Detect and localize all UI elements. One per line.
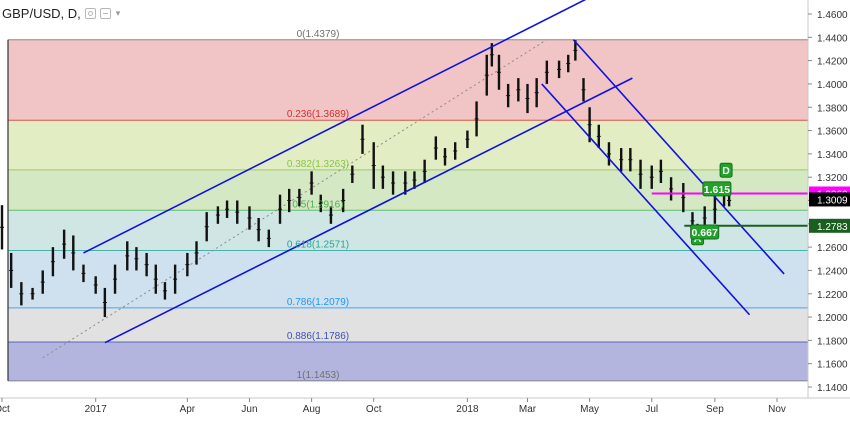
chart-header: GBP/USD, D, ▾ bbox=[2, 4, 120, 22]
fib-zone-0.886 bbox=[8, 342, 808, 381]
symbol-label[interactable]: GBP/USD, D, bbox=[2, 5, 81, 21]
x-tick-Nov: Nov bbox=[768, 404, 786, 415]
pattern-label-D: D bbox=[719, 162, 733, 178]
channel-downtrend-top bbox=[572, 39, 785, 275]
pattern-label-text: 1.615 bbox=[704, 184, 730, 196]
pattern-label-0.667: 0.667 bbox=[690, 224, 720, 240]
y-tick-1.3800: 1.3800 bbox=[817, 103, 848, 114]
y-tick-1.2200: 1.2200 bbox=[817, 290, 848, 301]
price-label-bg bbox=[809, 218, 850, 233]
price-label-text: 1.2783 bbox=[817, 222, 848, 233]
price-label-bg bbox=[809, 192, 850, 207]
median-dashed-line bbox=[42, 39, 548, 359]
y-tick-1.4400: 1.4400 bbox=[817, 33, 848, 44]
pattern-label-text: D bbox=[722, 165, 730, 177]
fib-label-0.886: 0.886(1.1786) bbox=[287, 331, 349, 342]
eye-icon[interactable] bbox=[84, 7, 96, 19]
fib-label-0.618: 0.618(1.2571) bbox=[287, 240, 349, 251]
fib-zone-0.5 bbox=[8, 210, 808, 251]
pattern-label-bg bbox=[690, 224, 720, 240]
fib-zone-0.786 bbox=[8, 307, 808, 343]
y-tick-1.1400: 1.1400 bbox=[817, 383, 848, 394]
pattern-label-bg bbox=[702, 181, 732, 197]
pattern-label-1.615: 1.615 bbox=[702, 181, 732, 197]
fib-zone-0.618 bbox=[8, 250, 808, 308]
fib-label-0.382: 0.382(1.3263) bbox=[287, 159, 349, 170]
price-label-1.2783: 1.2783 bbox=[809, 218, 850, 233]
fib-label-0.5: 0.5(1.2916) bbox=[292, 199, 343, 210]
y-tick-1.1800: 1.1800 bbox=[817, 336, 848, 347]
channel-uptrend-top bbox=[83, 0, 587, 254]
fib-zone-0 bbox=[8, 39, 808, 121]
fib-zone-0.236 bbox=[8, 120, 808, 170]
y-tick-1.4200: 1.4200 bbox=[817, 57, 848, 68]
x-tick-Oct: Oct bbox=[0, 404, 10, 415]
y-tick-1.3600: 1.3600 bbox=[817, 127, 848, 138]
x-tick-Apr: Apr bbox=[180, 404, 196, 415]
y-tick-1.4000: 1.4000 bbox=[817, 80, 848, 91]
x-tick-Mar: Mar bbox=[519, 404, 537, 415]
x-tick-Oct: Oct bbox=[366, 404, 382, 415]
x-tick-2018: 2018 bbox=[456, 404, 479, 415]
pattern-label-bg bbox=[719, 162, 733, 178]
y-tick-1.2000: 1.2000 bbox=[817, 313, 848, 324]
y-tick-1.3400: 1.3400 bbox=[817, 150, 848, 161]
price-label-1.3009: 1.3009 bbox=[809, 192, 850, 207]
fib-label-0.236: 0.236(1.3689) bbox=[287, 109, 349, 120]
fib-label-0: 0(1.4379) bbox=[297, 29, 340, 40]
channel-downtrend-bottom bbox=[541, 83, 751, 316]
x-tick-2017: 2017 bbox=[85, 404, 108, 415]
x-tick-May: May bbox=[580, 404, 599, 415]
x-tick-Jun: Jun bbox=[241, 404, 257, 415]
pattern-label-text: 0.667 bbox=[692, 227, 718, 239]
x-tick-Jul: Jul bbox=[645, 404, 658, 415]
time-axis-bg bbox=[0, 398, 850, 416]
channel-uptrend-bottom bbox=[104, 77, 633, 344]
price-label-text: 1.3009 bbox=[817, 195, 848, 206]
fib-label-1: 1(1.1453) bbox=[297, 370, 340, 381]
y-tick-1.1600: 1.1600 bbox=[817, 360, 848, 371]
y-tick-1.2400: 1.2400 bbox=[817, 266, 848, 277]
x-tick-Sep: Sep bbox=[706, 404, 724, 415]
x-tick-Aug: Aug bbox=[303, 404, 321, 415]
y-tick-1.3200: 1.3200 bbox=[817, 173, 848, 184]
settings-icon[interactable] bbox=[99, 7, 111, 19]
y-tick-1.2600: 1.2600 bbox=[817, 243, 848, 254]
chevron-down-icon[interactable]: ▾ bbox=[115, 7, 121, 18]
fib-label-0.786: 0.786(1.2079) bbox=[287, 297, 349, 308]
y-tick-1.4600: 1.4600 bbox=[817, 10, 848, 21]
